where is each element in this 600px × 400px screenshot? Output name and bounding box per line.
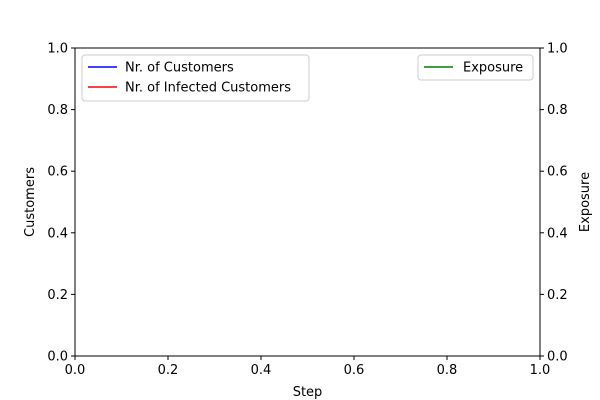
x-tick-label: 0.2 [158, 363, 179, 378]
y2-tick-label: 0.4 [547, 226, 568, 241]
x-axis: 0.0 0.2 0.4 0.6 0.8 1.0 [65, 356, 551, 378]
y2-tick-label: 0.6 [547, 165, 568, 180]
x-tick-label: 1.0 [530, 363, 551, 378]
x-axis-label: Step [293, 385, 323, 400]
legend-right: Exposure [417, 54, 534, 81]
plot-frame [74, 47, 541, 357]
legend-left: Nr. of Customers Nr. of Infected Custome… [81, 54, 310, 102]
legend-label-infected: Nr. of Infected Customers [125, 81, 291, 96]
y2-tick-label: 0.8 [547, 103, 568, 118]
y-axis-left: 0.0 0.2 0.4 0.6 0.8 1.0 [47, 42, 75, 365]
y-axis-label: Customers [23, 167, 38, 237]
y-tick-label: 0.2 [47, 288, 68, 303]
y-axis-right: 0.0 0.2 0.4 0.6 0.8 1.0 [540, 42, 568, 365]
y-tick-label: 1.0 [47, 42, 68, 57]
y2-tick-label: 0.2 [547, 288, 568, 303]
y-tick-label: 0.8 [47, 103, 68, 118]
legend-label-exposure: Exposure [463, 61, 523, 76]
x-tick-label: 0.8 [437, 363, 458, 378]
y2-axis-label: Exposure [578, 172, 593, 232]
y-tick-label: 0.4 [47, 226, 68, 241]
x-tick-label: 0.4 [251, 363, 272, 378]
legend-label-customers: Nr. of Customers [125, 61, 234, 76]
legend-right-frame [417, 54, 534, 81]
x-tick-label: 0.0 [65, 363, 86, 378]
legend-left-frame [81, 54, 310, 102]
y2-tick-label: 0.0 [547, 350, 568, 365]
y-tick-label: 0.0 [47, 350, 68, 365]
x-tick-label: 0.6 [344, 363, 365, 378]
y-tick-label: 0.6 [47, 165, 68, 180]
y2-tick-label: 1.0 [547, 42, 568, 57]
